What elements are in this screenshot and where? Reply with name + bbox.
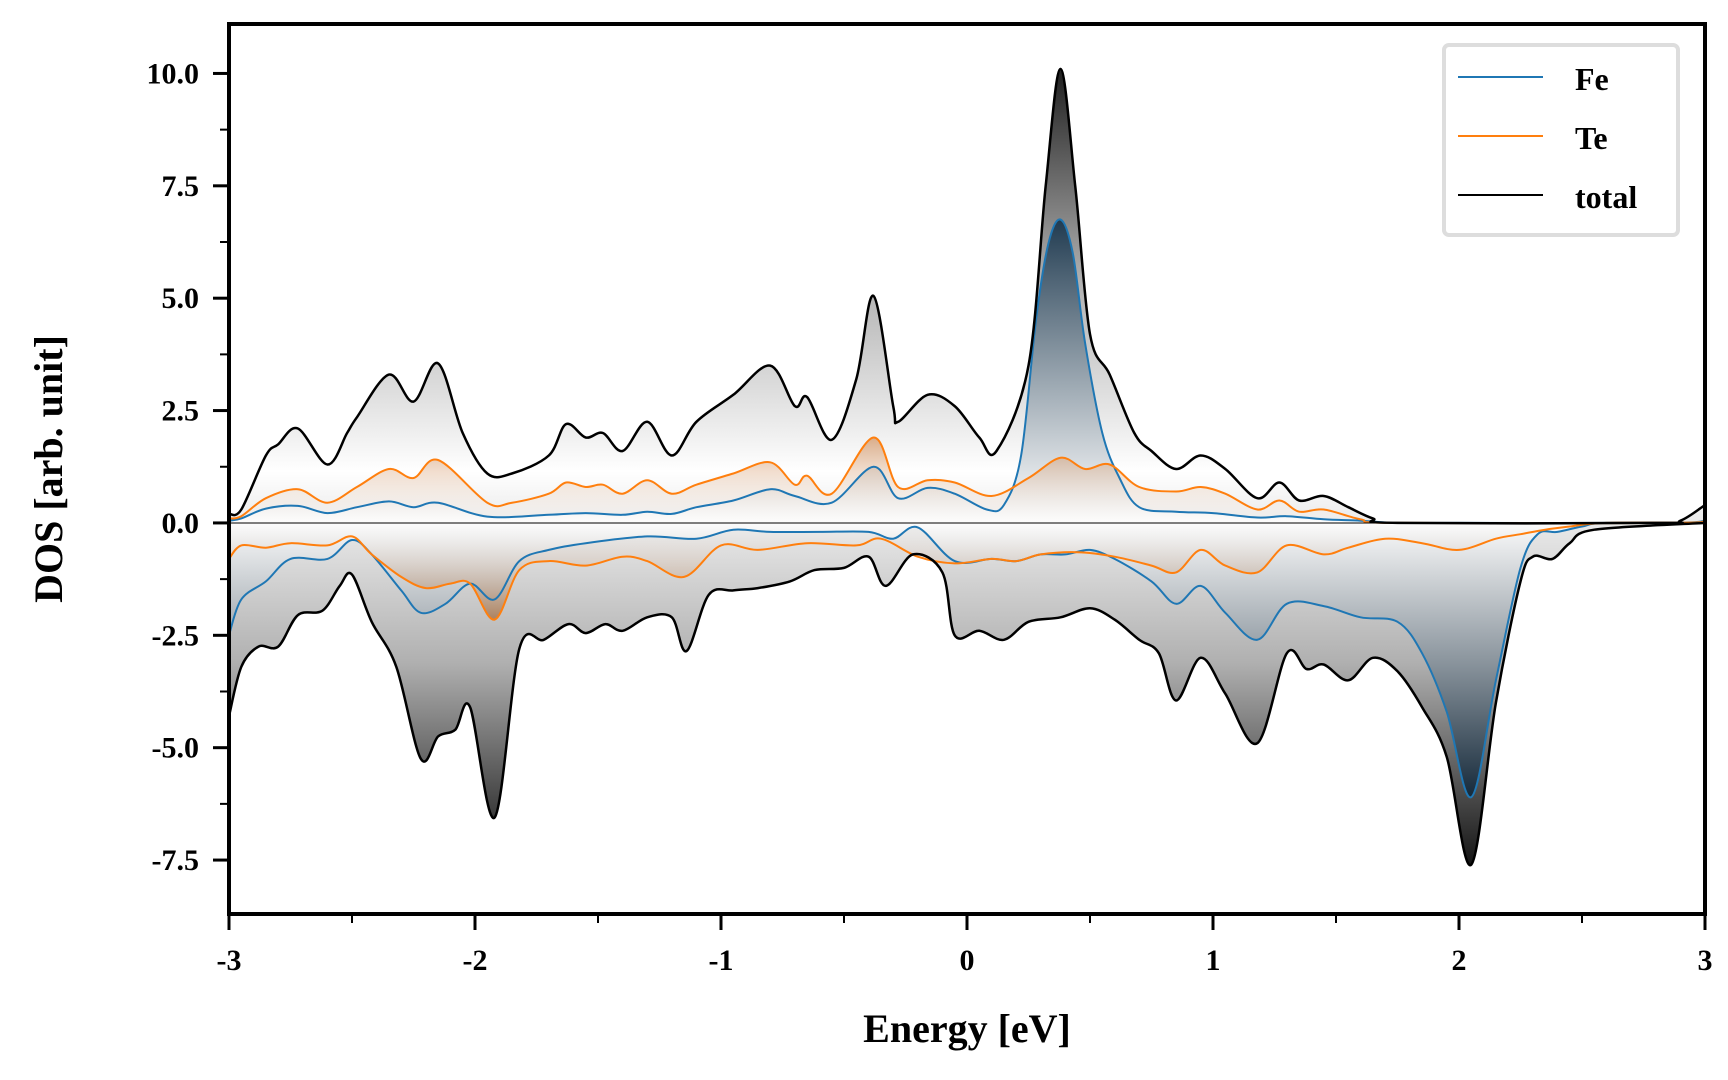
y-tick-label: 10.0 [147, 57, 200, 90]
area-te-spin-down [229, 522, 1705, 620]
axes: -3 -2 -1 0 1 2 3 -7.5 -5.0 -2.5 0.0 2.5 5.0 7.5 10.0 [147, 22, 1713, 977]
legend: Fe Te total [1442, 43, 1680, 237]
line-te-spin-down [229, 521, 1705, 621]
legend-label-te: Te [1575, 120, 1608, 156]
series-lines [229, 67, 1705, 867]
x-tick-label: -2 [463, 944, 488, 977]
y-tick-label: -2.5 [152, 619, 200, 652]
line-fe-spin-up [229, 218, 1705, 525]
y-tick-label: 0.0 [162, 507, 200, 540]
line-te-spin-up [229, 436, 1705, 525]
x-tick-label: -1 [709, 944, 734, 977]
area-fe-spin-down [229, 522, 1705, 798]
y-tick-label: 7.5 [162, 170, 200, 203]
y-tick-label: -5.0 [152, 732, 200, 765]
x-tick-label: -3 [217, 944, 242, 977]
x-tick-label: 2 [1452, 944, 1467, 977]
legend-label-fe: Fe [1575, 61, 1609, 97]
x-tick-label: 1 [1206, 944, 1221, 977]
y-axis-title: DOS [arb. unit] [26, 335, 71, 603]
legend-frame [1442, 43, 1680, 237]
legend-label-total: total [1575, 179, 1637, 215]
area-te-spin-up [229, 437, 1705, 524]
y-tick-label: -7.5 [152, 844, 200, 877]
x-axis-title: Energy [eV] [863, 1006, 1071, 1051]
x-tick-label: 0 [960, 944, 975, 977]
y-tick-label: 5.0 [162, 282, 200, 315]
line-total-spin-up [229, 67, 1705, 525]
y-tick-label: 2.5 [162, 395, 200, 428]
line-total-spin-down [229, 521, 1705, 867]
x-tick-label: 3 [1698, 944, 1713, 977]
